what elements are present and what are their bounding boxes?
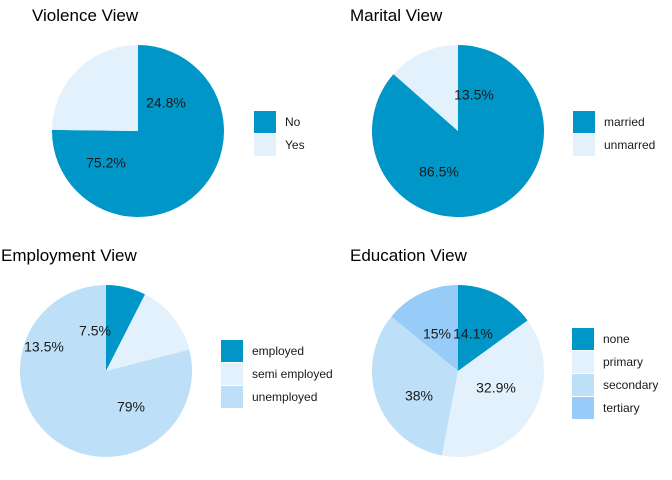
pie-slice-No [52, 45, 225, 217]
legend-label: secondary [603, 377, 659, 392]
pie-slice-married [372, 45, 544, 218]
chart-title: Education View [350, 246, 467, 265]
legend-item: No [254, 110, 305, 133]
pie-slice-none [458, 285, 528, 371]
legend-label: unemployed [252, 389, 318, 404]
legend-swatch [573, 110, 595, 133]
legend-swatch [572, 373, 594, 396]
slice-data-label: 13.5% [24, 339, 64, 355]
slice-data-label: 38% [405, 388, 433, 404]
violence-legend: No Yes [254, 110, 305, 156]
slice-data-label: 15% [423, 326, 451, 342]
education-panel: Education View 15% 38% 32.9% 14.1% none prim… [336, 240, 672, 480]
employment-legend: employed semi employed unemployed [221, 339, 333, 408]
pie-slice-secondary [372, 316, 458, 456]
slice-data-label: 24.8% [146, 95, 186, 111]
legend-swatch [221, 362, 243, 385]
pie-slice-unemployed [20, 285, 192, 457]
legend-swatch [572, 396, 594, 419]
education-legend: none primary secondary tertiary [572, 327, 658, 419]
legend-swatch [221, 385, 243, 408]
pie-slice-employed [106, 285, 146, 371]
marital-legend: married unmarred [573, 110, 655, 156]
legend-item: tertiary [572, 396, 658, 419]
violence-panel: Violence View 75.2% 24.8% No Yes [0, 0, 336, 240]
legend-label: unmarred [604, 137, 656, 152]
legend-label: Yes [285, 137, 305, 152]
employment-pie: 7.5% 13.5% 79% [20, 285, 192, 457]
slice-data-label: 13.5% [454, 87, 494, 103]
legend-item: secondary [572, 373, 658, 396]
legend-label: tertiary [603, 400, 640, 415]
legend-label: married [604, 114, 645, 129]
marital-panel: Marital View 86.5% 13.5% married unmarred [336, 0, 672, 240]
legend-swatch [254, 110, 276, 133]
legend-swatch [221, 339, 243, 362]
chart-title: Violence View [32, 6, 139, 25]
slice-data-label: 79% [117, 399, 145, 415]
legend-label: semi employed [252, 366, 333, 381]
pie-slice-unmarred [393, 45, 458, 131]
legend-item: unmarred [573, 133, 655, 156]
legend-swatch [573, 133, 595, 156]
legend-item: unemployed [221, 385, 333, 408]
legend-item: semi employed [221, 362, 333, 385]
legend-label: No [285, 114, 301, 129]
slice-data-label: 14.1% [453, 326, 493, 342]
education-pie: 15% 38% 32.9% 14.1% [372, 285, 544, 457]
legend-label: none [603, 331, 630, 346]
legend-item: none [572, 327, 658, 350]
slice-data-label: 32.9% [476, 380, 516, 396]
slice-data-label: 86.5% [419, 164, 459, 180]
pie-slice-semi-employed [106, 294, 190, 371]
legend-swatch [572, 327, 594, 350]
employment-panel: Employment View 7.5% 13.5% 79% employed sem… [0, 240, 336, 480]
slice-data-label: 75.2% [86, 155, 126, 171]
pie-slice-tertiary [391, 285, 458, 371]
pie-slice-Yes [52, 45, 138, 131]
legend-item: married [573, 110, 655, 133]
chart-title: Marital View [350, 6, 443, 25]
legend-item: employed [221, 339, 333, 362]
slice-data-label: 7.5% [79, 323, 111, 339]
marital-pie: 86.5% 13.5% [372, 45, 544, 218]
legend-item: Yes [254, 133, 305, 156]
violence-pie: 75.2% 24.8% [52, 45, 225, 217]
legend-swatch [572, 350, 594, 373]
legend-item: primary [572, 350, 658, 373]
chart-title: Employment View [1, 246, 137, 265]
legend-label: primary [603, 354, 644, 369]
legend-label: employed [252, 343, 305, 358]
pie-slice-primary [441, 320, 544, 457]
legend-swatch [254, 133, 276, 156]
